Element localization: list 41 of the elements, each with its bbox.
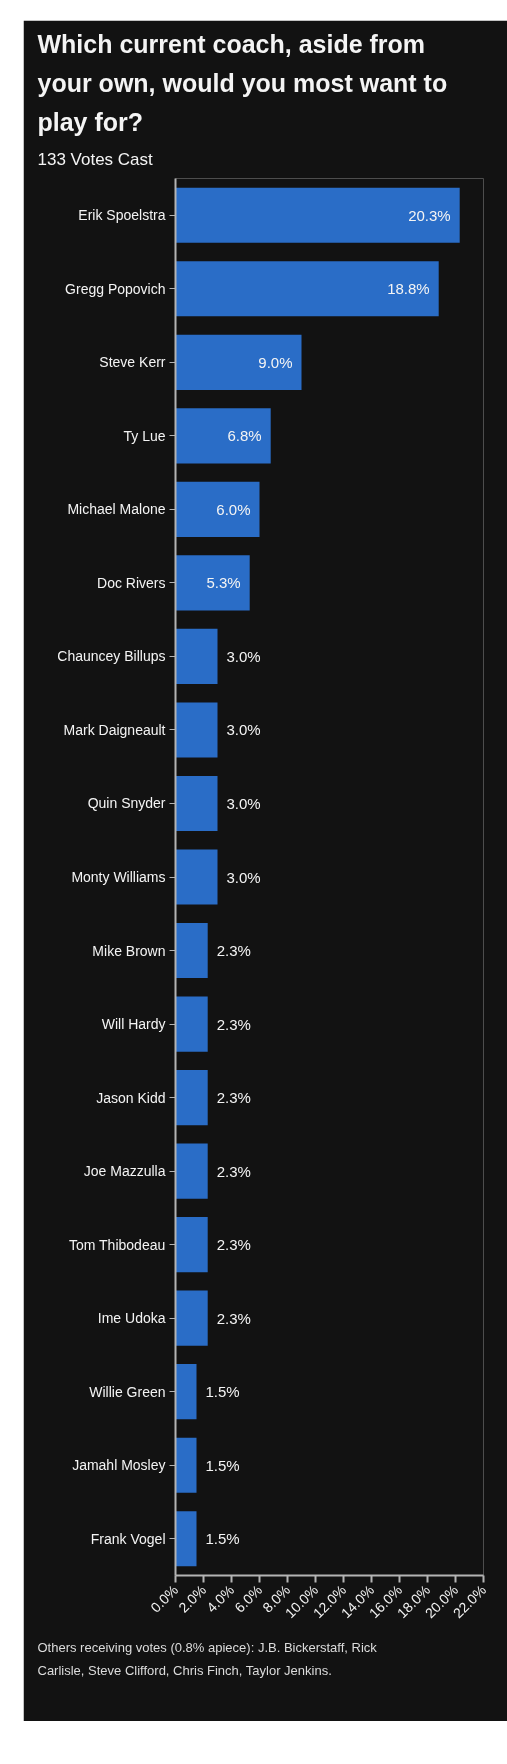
chart-title: Which current coach, aside from your own, would you most want to play for? — [37, 30, 448, 137]
data-label: 1.5% — [205, 1530, 240, 1548]
y-tick-label: Willie Green — [89, 1383, 166, 1400]
y-tick-label: Will Hardy — [101, 1016, 166, 1033]
y-tick-label: Chauncey Billups — [57, 648, 166, 665]
data-label: 1.5% — [205, 1456, 240, 1474]
data-label: 5.3% — [206, 574, 241, 592]
y-tick-label: Mike Brown — [92, 942, 166, 959]
data-label: 3.0% — [226, 647, 261, 665]
data-label: 2.3% — [216, 1015, 251, 1033]
data-label: 2.3% — [216, 1162, 251, 1180]
data-label: 3.0% — [226, 868, 261, 886]
y-tick-label: Gregg Popovich — [65, 280, 166, 297]
y-tick-label: Mark Daigneault — [63, 721, 166, 738]
data-label: 3.0% — [226, 721, 261, 739]
y-tick-label: Ty Lue — [123, 427, 166, 444]
chart-subtitle: 133 Votes Cast — [37, 149, 154, 169]
y-tick-label: Steve Kerr — [99, 354, 166, 371]
data-label: 2.3% — [216, 1089, 251, 1107]
y-tick-label: Jason Kidd — [96, 1089, 166, 1106]
data-label: 2.3% — [216, 1236, 251, 1254]
y-tick-label: Erik Spoelstra — [78, 207, 166, 224]
data-label: 6.0% — [216, 500, 251, 518]
data-label: 6.8% — [227, 427, 262, 445]
data-label: 20.3% — [408, 206, 451, 224]
y-tick-label: Michael Malone — [67, 501, 166, 518]
y-tick-label: Monty Williams — [71, 869, 166, 885]
text: Others receiving votes (0.8% apiece): J.B. Bickerstaff, Rick Carlisle, Steve Clifford, Chris Finch, Taylor Jenkins. — [37, 1640, 378, 1678]
y-tick-label: Ime Udoka — [97, 1310, 166, 1327]
data-label: 2.3% — [216, 1309, 251, 1327]
y-tick-label: Tom Thibodeau — [69, 1236, 166, 1253]
y-tick-label: Jamahl Mosley — [72, 1457, 166, 1474]
y-tick-label: Quin Snyder — [87, 795, 166, 812]
data-label: 18.8% — [387, 280, 430, 298]
y-tick-label: Doc Rivers — [97, 574, 166, 591]
data-label: 1.5% — [205, 1383, 240, 1401]
data-label: 9.0% — [258, 353, 293, 371]
y-tick-label: Joe Mazzulla — [83, 1163, 166, 1180]
data-label: 3.0% — [226, 794, 261, 812]
y-tick-label: Frank Vogel — [90, 1530, 166, 1547]
data-label: 2.3% — [216, 942, 251, 960]
